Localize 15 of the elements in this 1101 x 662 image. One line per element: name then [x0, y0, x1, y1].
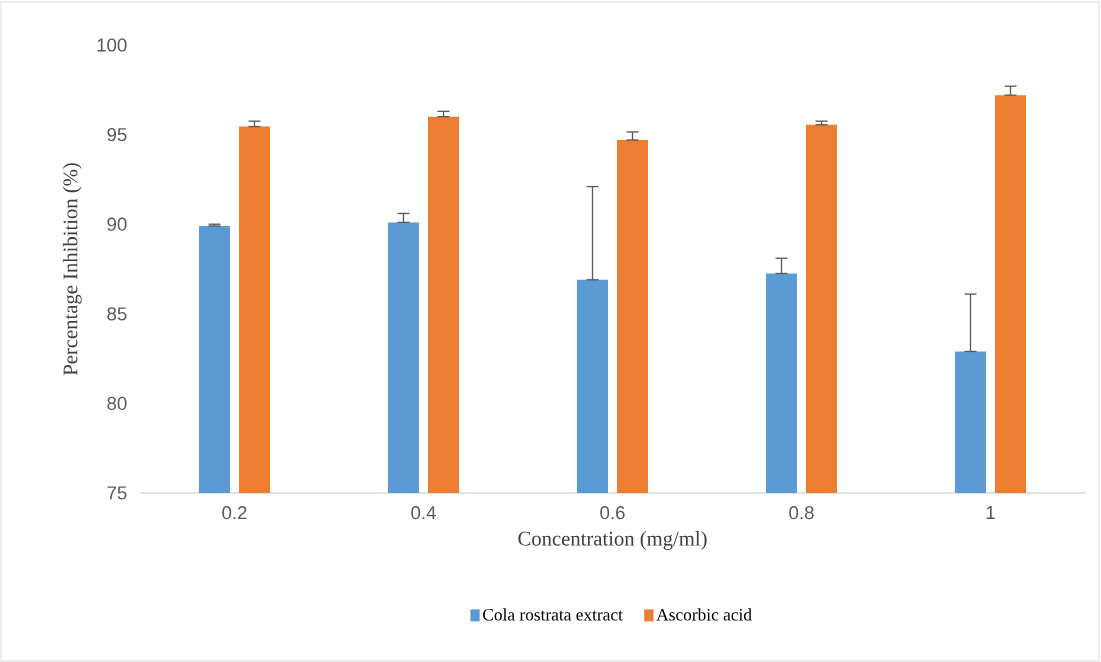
y-axis-title: Percentage Inhibition (%)	[62, 163, 82, 376]
x-tick-label: 0.8	[789, 506, 814, 520]
x-tick-label: 0.6	[600, 506, 625, 520]
y-tick-label: 85	[107, 307, 127, 321]
x-axis-title: Concentration (mg/ml)	[518, 531, 707, 550]
x-tick-label: 1	[986, 506, 995, 519]
legend-label: Ascorbic acid	[656, 608, 752, 621]
x-tick-label: 0.2	[222, 506, 247, 520]
legend-label: Cola rostrata extract	[483, 608, 623, 621]
x-tick-label: 0.4	[411, 506, 436, 520]
y-tick-label: 75	[107, 486, 127, 500]
y-tick-label: 100	[97, 38, 127, 52]
y-tick-label: 95	[107, 127, 127, 142]
y-tick-label: 80	[107, 396, 127, 411]
y-tick-label: 90	[107, 217, 127, 231]
